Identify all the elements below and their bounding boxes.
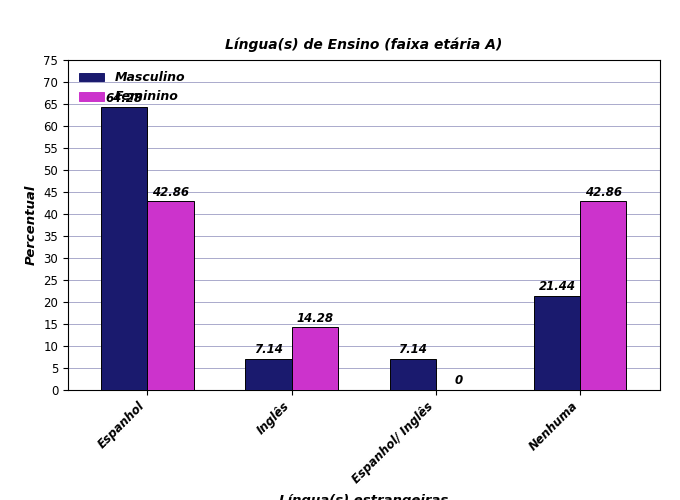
Bar xyxy=(534,296,580,390)
X-axis label: Língua(s) estrangeiras: Língua(s) estrangeiras xyxy=(279,494,448,500)
Bar xyxy=(101,107,148,390)
Bar xyxy=(292,327,338,390)
Text: 42.86: 42.86 xyxy=(585,186,622,199)
Bar xyxy=(245,358,292,390)
Text: 21.44: 21.44 xyxy=(539,280,576,293)
Text: 42.86: 42.86 xyxy=(152,186,189,199)
Text: 7.14: 7.14 xyxy=(254,343,283,356)
Title: Língua(s) de Ensino (faixa etária A): Língua(s) de Ensino (faixa etária A) xyxy=(225,38,503,52)
Legend: Masculino, Feminino: Masculino, Feminino xyxy=(74,66,190,108)
Bar xyxy=(580,202,626,390)
Text: 0: 0 xyxy=(455,374,463,388)
Text: 64.28: 64.28 xyxy=(106,92,143,104)
Bar xyxy=(390,358,436,390)
Bar xyxy=(148,202,194,390)
Text: 14.28: 14.28 xyxy=(296,312,333,324)
Text: 7.14: 7.14 xyxy=(398,343,427,356)
Y-axis label: Percentual: Percentual xyxy=(25,185,38,265)
